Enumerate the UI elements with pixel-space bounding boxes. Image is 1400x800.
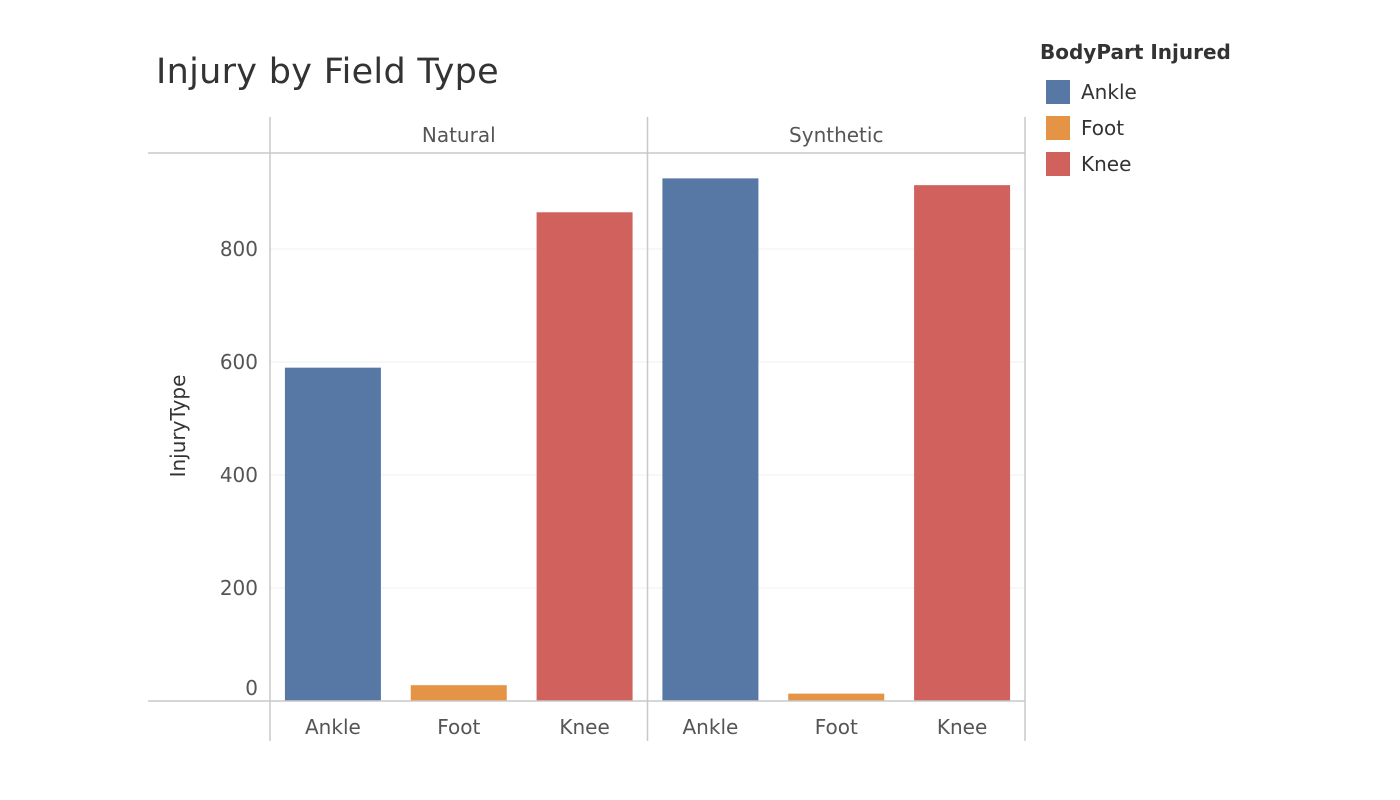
bar-synthetic-foot	[788, 693, 885, 701]
panel-header-natural: Natural	[422, 123, 496, 147]
y-tick-label-600: 600	[220, 350, 258, 374]
legend-label-ankle: Ankle	[1081, 80, 1137, 104]
y-tick-label-200: 200	[220, 576, 258, 600]
panel-header-synthetic: Synthetic	[789, 123, 883, 147]
x-tick-label-natural-knee: Knee	[559, 715, 609, 739]
chart-title: Injury by Field Type	[156, 52, 499, 92]
x-tick-label-natural-foot: Foot	[437, 715, 480, 739]
x-tick-label-synthetic-foot: Foot	[815, 715, 858, 739]
x-tick-label-synthetic-ankle: Ankle	[683, 715, 739, 739]
legend-label-knee: Knee	[1081, 152, 1132, 176]
y-axis-title: InjuryType	[166, 375, 190, 478]
y-tick-label-800: 800	[220, 237, 258, 261]
bar-natural-foot	[410, 685, 507, 701]
legend-label-foot: Foot	[1081, 116, 1125, 140]
legend-swatch-knee	[1046, 152, 1070, 176]
x-tick-label-synthetic-knee: Knee	[937, 715, 987, 739]
legend-item-ankle[interactable]: Ankle	[1040, 74, 1231, 110]
legend-swatch-foot	[1046, 116, 1070, 140]
legend: BodyPart Injured Ankle Foot Knee	[1040, 40, 1231, 182]
x-tick-label-natural-ankle: Ankle	[305, 715, 361, 739]
y-tick-label-0: 0	[245, 676, 258, 700]
legend-item-knee[interactable]: Knee	[1040, 146, 1231, 182]
legend-item-foot[interactable]: Foot	[1040, 110, 1231, 146]
legend-title: BodyPart Injured	[1040, 40, 1231, 64]
bar-synthetic-knee	[914, 185, 1011, 701]
bar-natural-knee	[536, 212, 633, 701]
bar-natural-ankle	[284, 367, 381, 701]
y-tick-label-400: 400	[220, 463, 258, 487]
legend-swatch-ankle	[1046, 80, 1070, 104]
bar-synthetic-ankle	[662, 178, 759, 701]
